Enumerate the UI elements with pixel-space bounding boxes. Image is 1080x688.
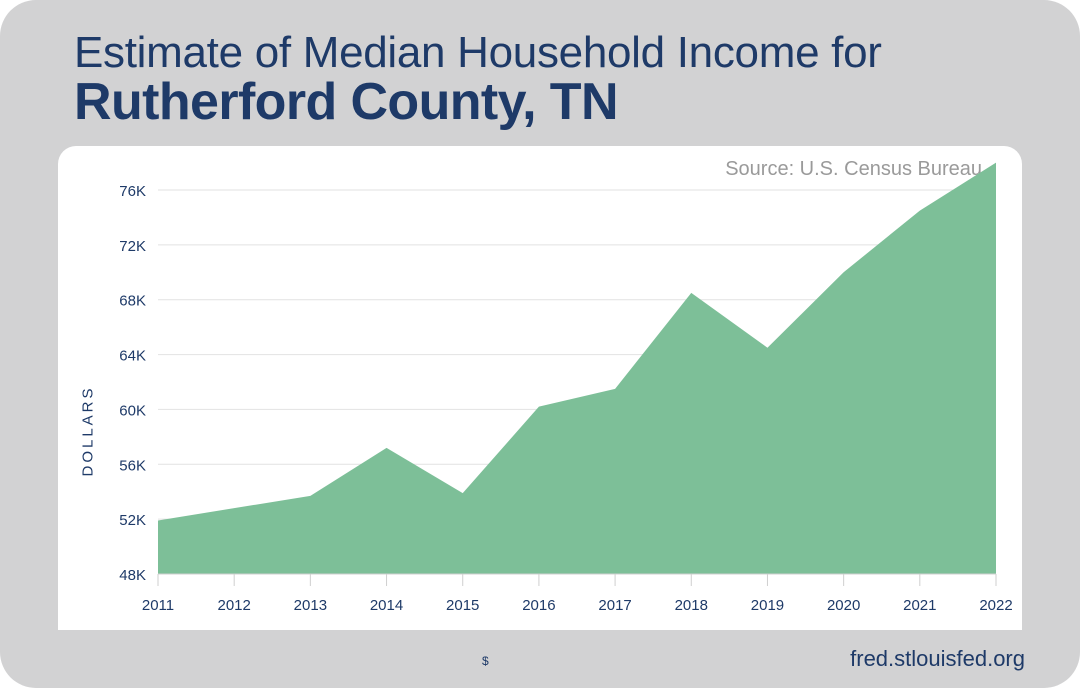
y-tick-label: 56K [119,457,146,474]
x-tick-label: 2020 [827,597,860,614]
chart-title-line1: Estimate of Median Household Income for [74,28,882,77]
x-tick-label: 2019 [751,597,784,614]
x-tick-label: 2022 [979,597,1012,614]
series-area [158,162,996,574]
unit-note: $ [482,654,489,668]
y-tick-label: 76K [119,183,146,200]
y-tick-label: 64K [119,348,146,365]
x-tick-label: 2013 [294,597,327,614]
y-tick-label: 72K [119,238,146,255]
y-tick-label: 52K [119,512,146,529]
chart-title-line2: Rutherford County, TN [74,73,619,131]
source-note: Source: U.S. Census Bureau [725,158,982,180]
area-chart: 76K 72K 68K 64K 60K 56K 52K 48K 2011 2012 2013 201… [119,162,1013,614]
x-tick-label: 2016 [522,597,555,614]
x-tick-label: 2017 [598,597,631,614]
footer-url[interactable]: fred.stlouisfed.org [850,646,1025,671]
x-tick-label: 2014 [370,597,403,614]
y-tick-label: 60K [119,402,146,419]
x-tick-label: 2012 [217,597,250,614]
x-tick-label: 2011 [142,597,174,614]
y-tick-label: 68K [119,293,146,310]
x-tick-label: 2018 [675,597,708,614]
y-tick-label: 48K [119,567,146,584]
x-tick-label: 2015 [446,597,479,614]
plot-panel: Source: U.S. Census Bureau DOLLARS 76K 72… [58,146,1022,630]
x-tick-label: 2021 [903,597,936,614]
